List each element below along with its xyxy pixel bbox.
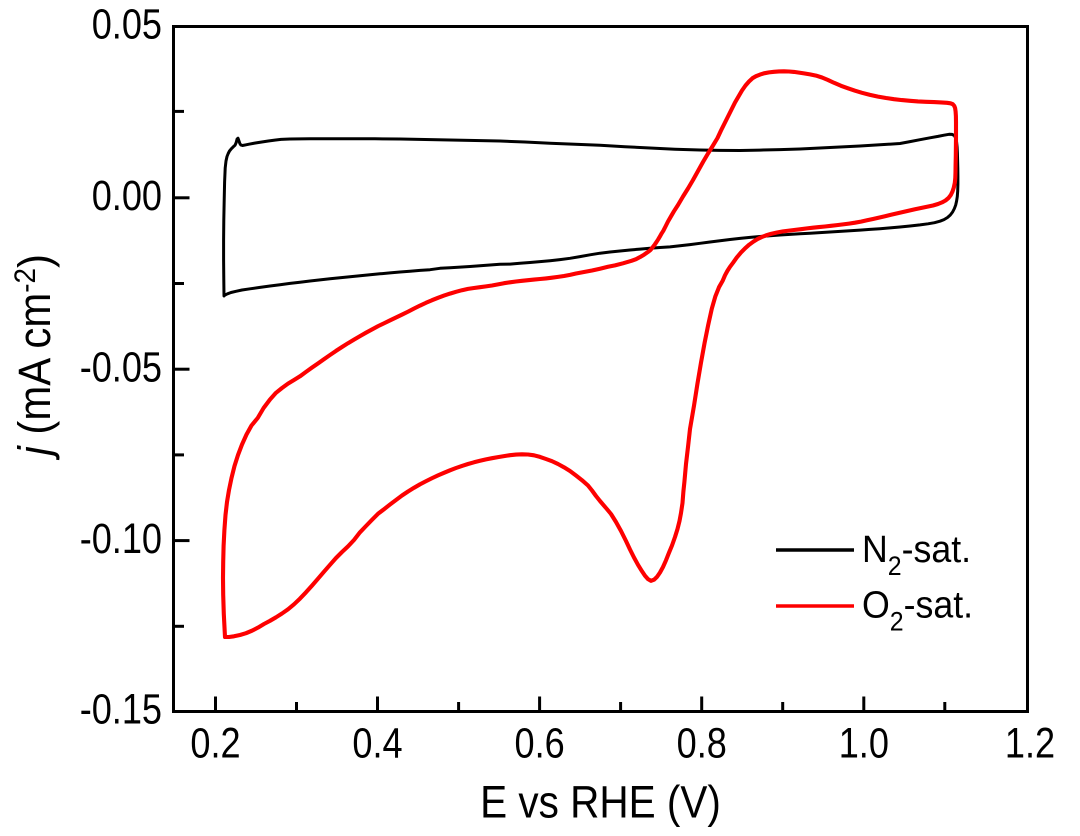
svg-text:0.00: 0.00 [92, 172, 162, 220]
svg-text:0.2: 0.2 [190, 720, 240, 768]
svg-text:0.05: 0.05 [92, 1, 162, 49]
svg-text:-0.10: -0.10 [80, 515, 162, 563]
svg-text:1.2: 1.2 [1005, 720, 1055, 768]
svg-text:E vs RHE (V): E vs RHE (V) [480, 778, 721, 828]
svg-text:0.8: 0.8 [677, 720, 727, 768]
svg-text:0.4: 0.4 [352, 720, 402, 768]
svg-text:0.6: 0.6 [515, 720, 565, 768]
svg-text:-0.05: -0.05 [80, 343, 162, 391]
svg-text:-0.15: -0.15 [80, 686, 162, 734]
svg-text:1.0: 1.0 [839, 720, 889, 768]
